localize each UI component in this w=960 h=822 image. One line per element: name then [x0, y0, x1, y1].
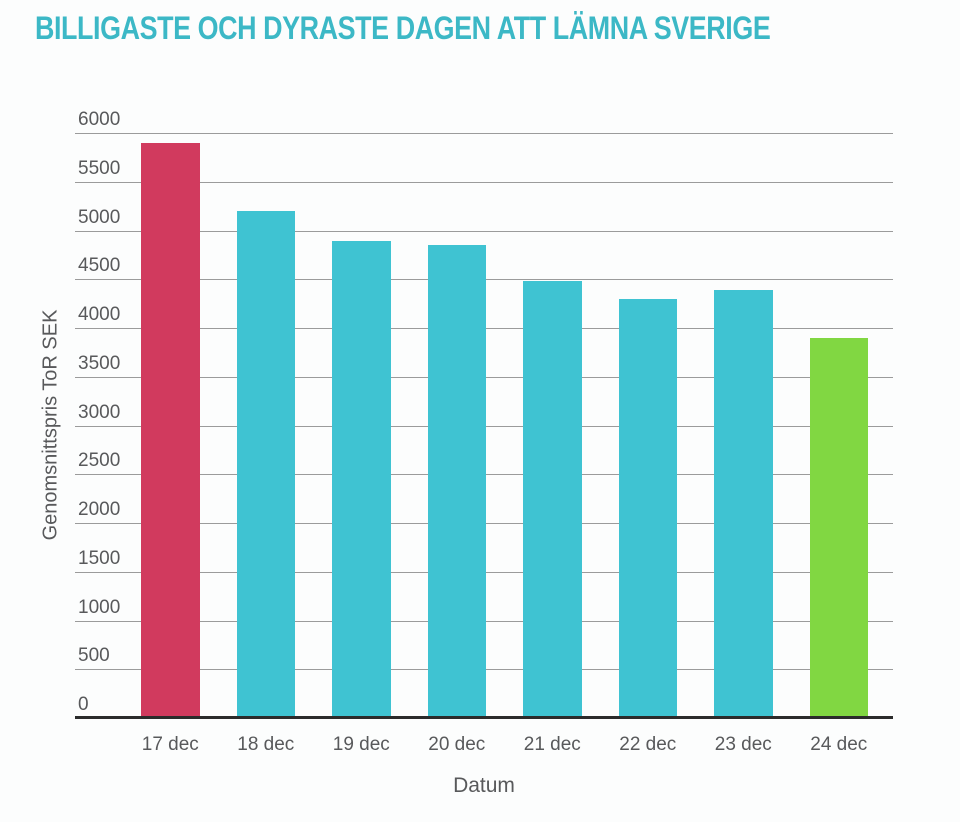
y-tick-label-1000: 1000	[78, 596, 121, 618]
bar-20-dec	[427, 245, 486, 718]
x-tick-label-23-dec: 23 dec	[714, 734, 772, 755]
y-tick-label-500: 500	[78, 645, 110, 667]
x-tick-label-22-dec: 22 dec	[619, 734, 677, 755]
x-tick-label-18-dec: 18 dec	[237, 734, 295, 755]
bar-22-dec	[618, 298, 677, 719]
gridline-5000	[75, 230, 893, 232]
bar-21-dec	[523, 281, 582, 718]
y-tick-label-5500: 5500	[78, 157, 121, 179]
y-tick-label-2000: 2000	[78, 499, 121, 520]
x-tick-label-17-dec: 17 dec	[141, 734, 199, 755]
bar-18-dec	[236, 211, 295, 718]
y-tick-label-6000: 6000	[78, 109, 121, 130]
y-tick-label-2500: 2500	[78, 450, 121, 472]
bar-19-dec	[332, 241, 391, 718]
bar-24-dec	[809, 337, 868, 719]
gridline-6000	[75, 133, 893, 134]
x-tick-label-20-dec: 20 dec	[428, 734, 486, 755]
bar-23-dec	[714, 290, 773, 718]
y-tick-label-1500: 1500	[78, 547, 121, 569]
y-tick-label-4500: 4500	[78, 255, 121, 277]
y-tick-label-0: 0	[78, 694, 89, 715]
chart-title: BILLIGASTE OCH DYRASTE DAGEN ATT LÄMNA S…	[35, 10, 771, 46]
y-axis-title: Genomsnittspris ToR SEK	[39, 309, 62, 541]
x-tick-label-19-dec: 19 dec	[332, 734, 390, 755]
y-tick-label-4000: 4000	[78, 304, 121, 325]
y-tick-label-3500: 3500	[78, 352, 121, 374]
y-tick-label-3000: 3000	[78, 401, 121, 423]
x-tick-label-21-dec: 21 dec	[523, 734, 581, 755]
bar-17-dec	[141, 142, 200, 719]
x-axis-title: Datum	[453, 774, 515, 797]
y-tick-label-5000: 5000	[78, 206, 121, 228]
gridline-5500	[75, 181, 893, 183]
x-axis-line	[75, 716, 893, 719]
x-tick-label-24-dec: 24 dec	[810, 734, 868, 755]
